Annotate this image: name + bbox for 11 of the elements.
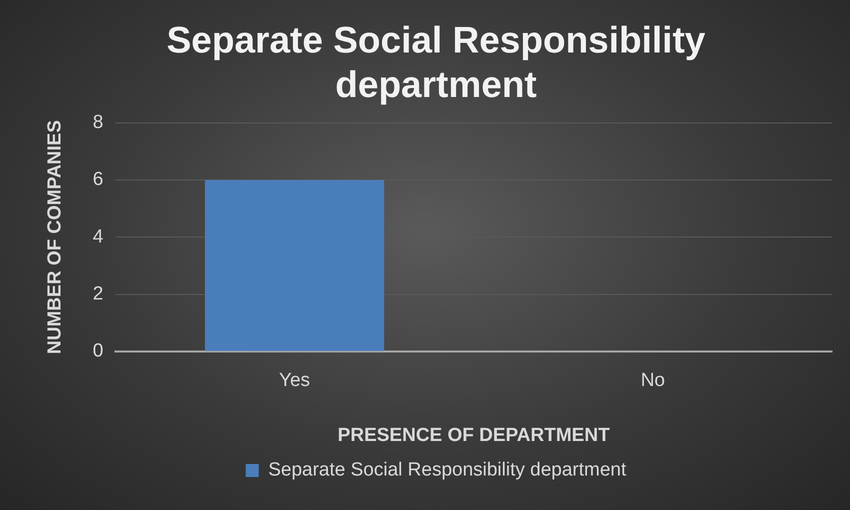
legend-label: Separate Social Responsibility department <box>268 460 627 481</box>
y-tick-label: 6 <box>92 169 104 190</box>
y-tick-label: 2 <box>92 283 104 304</box>
y-tick-label: 8 <box>92 112 104 134</box>
y-tick-label: 4 <box>92 226 104 248</box>
x-axis-title: PRESENCE OF DEPARTMENT <box>338 424 610 446</box>
x-tick-label: Yes <box>279 370 310 392</box>
chart-title: Separate Social Responsibility department <box>166 19 706 105</box>
y-tick-label: 0 <box>92 340 104 362</box>
x-tick-label: No <box>640 370 665 392</box>
y-axis-title: NUMBER OF COMPANIES <box>44 120 66 354</box>
